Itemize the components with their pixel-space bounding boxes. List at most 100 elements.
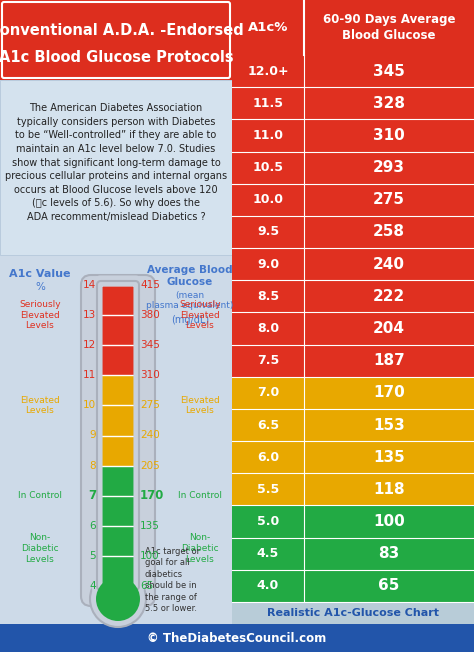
Bar: [101, 285, 135, 376]
Text: Seriously
Elevated
Levels: Seriously Elevated Levels: [179, 300, 221, 331]
Bar: [232, 377, 474, 409]
Text: 13: 13: [83, 310, 96, 320]
Text: 345: 345: [373, 64, 405, 79]
Text: 153: 153: [373, 417, 405, 432]
Bar: [0, 0, 474, 80]
Bar: [232, 216, 474, 248]
Bar: [232, 184, 474, 216]
Text: 187: 187: [373, 353, 405, 368]
Bar: [0, 80, 232, 255]
Text: 83: 83: [378, 546, 400, 561]
Text: In Control: In Control: [18, 491, 62, 500]
Text: 10: 10: [83, 400, 96, 410]
Text: 11.0: 11.0: [253, 129, 283, 142]
Text: 5.0: 5.0: [257, 515, 279, 528]
Text: 275: 275: [373, 192, 405, 207]
Text: 8.0: 8.0: [257, 322, 279, 335]
Text: 4.5: 4.5: [257, 547, 279, 560]
Text: 10.0: 10.0: [253, 193, 283, 206]
Text: 6.5: 6.5: [257, 419, 279, 432]
Text: 100: 100: [373, 514, 405, 529]
Bar: [232, 0, 474, 55]
Text: A1c%: A1c%: [248, 21, 288, 34]
Text: 9.5: 9.5: [257, 226, 279, 239]
Bar: [232, 280, 474, 312]
Text: 11: 11: [83, 370, 96, 380]
Text: 100: 100: [140, 551, 160, 561]
Bar: [232, 312, 474, 345]
Text: 9.0: 9.0: [257, 258, 279, 271]
FancyBboxPatch shape: [81, 275, 155, 606]
Circle shape: [96, 577, 140, 621]
Text: 60-90 Days Average
Blood Glucose: 60-90 Days Average Blood Glucose: [323, 13, 455, 42]
Text: Average Blood
Glucose: Average Blood Glucose: [147, 265, 233, 288]
Text: A1c Value: A1c Value: [9, 269, 71, 279]
Text: The American Diabetes Association
typically considers person with Diabetes
to be: The American Diabetes Association typica…: [5, 103, 227, 222]
Text: 118: 118: [373, 482, 405, 497]
Text: A1c Blood Glucose Protocols: A1c Blood Glucose Protocols: [0, 50, 233, 65]
Text: 14: 14: [83, 280, 96, 290]
Text: © TheDiabetesCouncil.com: © TheDiabetesCouncil.com: [147, 632, 327, 644]
Bar: [232, 441, 474, 473]
Text: 135: 135: [140, 521, 160, 531]
Bar: [232, 538, 474, 570]
Text: 240: 240: [373, 257, 405, 272]
Bar: [232, 151, 474, 184]
Text: 4: 4: [90, 581, 96, 591]
Circle shape: [90, 571, 146, 627]
Bar: [232, 473, 474, 505]
Text: Non-
Diabetic
Levels: Non- Diabetic Levels: [181, 533, 219, 563]
Bar: [232, 87, 474, 119]
Text: 293: 293: [373, 160, 405, 175]
Text: 310: 310: [140, 370, 160, 380]
Bar: [232, 55, 474, 87]
Bar: [0, 624, 474, 652]
Text: Conventional A.D.A. -Endorsed: Conventional A.D.A. -Endorsed: [0, 23, 243, 38]
Text: 65: 65: [378, 578, 400, 593]
Text: (mean
plasma equivalent): (mean plasma equivalent): [146, 291, 234, 310]
Text: 170: 170: [140, 489, 164, 502]
Text: 310: 310: [373, 128, 405, 143]
Text: 170: 170: [373, 385, 405, 400]
Text: 415: 415: [140, 280, 160, 290]
Text: In Control: In Control: [178, 491, 222, 500]
Text: 4.0: 4.0: [257, 580, 279, 593]
Text: Non-
Diabetic
Levels: Non- Diabetic Levels: [21, 533, 59, 563]
Text: 10.5: 10.5: [253, 161, 283, 174]
Text: 135: 135: [373, 450, 405, 465]
Text: 8.5: 8.5: [257, 290, 279, 303]
Text: 240: 240: [140, 430, 160, 441]
Text: 12.0+: 12.0+: [247, 65, 289, 78]
Text: 275: 275: [140, 400, 160, 410]
Bar: [101, 376, 135, 466]
Text: A1c target or
goal for all
diabetics
should be in
the range of
5.5 or lower.: A1c target or goal for all diabetics sho…: [145, 547, 200, 613]
Text: 222: 222: [373, 289, 405, 304]
Text: 345: 345: [140, 340, 160, 350]
Text: 7.5: 7.5: [257, 354, 279, 367]
Bar: [232, 570, 474, 602]
Text: (mg/dL): (mg/dL): [171, 315, 209, 325]
Text: 8: 8: [90, 460, 96, 471]
Text: 11.5: 11.5: [253, 96, 283, 110]
Text: 205: 205: [140, 460, 160, 471]
Text: Elevated
Levels: Elevated Levels: [20, 396, 60, 415]
Text: 12: 12: [83, 340, 96, 350]
Text: 204: 204: [373, 321, 405, 336]
Bar: [101, 466, 135, 586]
Text: 65: 65: [140, 581, 153, 591]
Text: 9: 9: [90, 430, 96, 441]
Text: 258: 258: [373, 224, 405, 239]
Text: Seriously
Elevated
Levels: Seriously Elevated Levels: [19, 300, 61, 331]
Text: 5.5: 5.5: [257, 483, 279, 496]
Text: 328: 328: [373, 96, 405, 111]
Text: Realistic A1c-Glucose Chart: Realistic A1c-Glucose Chart: [267, 608, 439, 618]
Bar: [232, 409, 474, 441]
Text: 7: 7: [88, 489, 96, 502]
Text: 5: 5: [90, 551, 96, 561]
Bar: [232, 248, 474, 280]
Text: Elevated
Levels: Elevated Levels: [180, 396, 220, 415]
Text: 6.0: 6.0: [257, 451, 279, 464]
Text: 6: 6: [90, 521, 96, 531]
Text: 380: 380: [140, 310, 160, 320]
Bar: [232, 345, 474, 377]
